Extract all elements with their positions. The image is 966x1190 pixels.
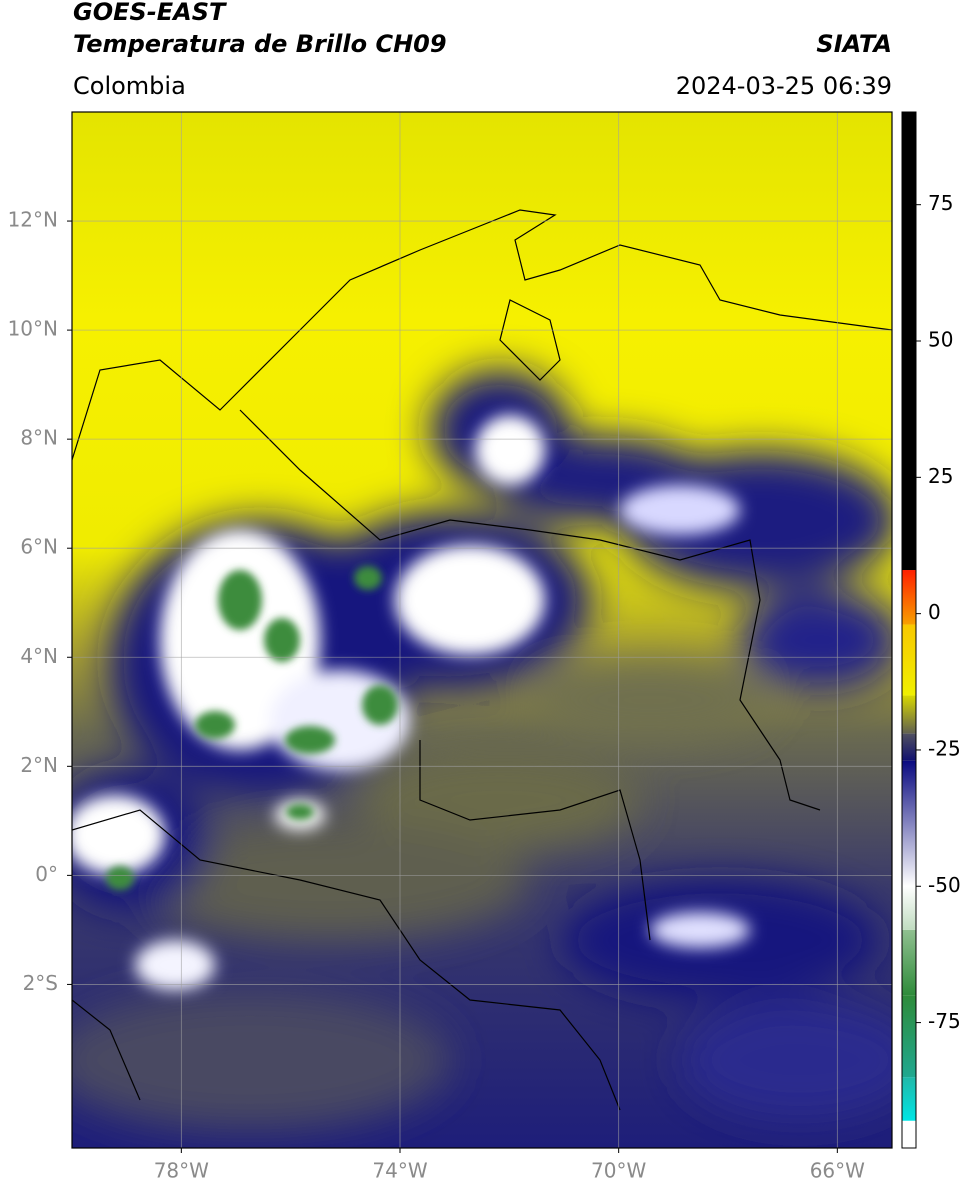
colorbar-tick-label: -75 [928,1009,961,1033]
datetime-label: 2024-03-25 06:39 [676,72,892,100]
source-label: SIATA [816,30,892,58]
y-tick-label: 8°N [20,426,58,450]
coldest-cores [106,566,398,890]
region-label: Colombia [73,72,186,100]
x-tick-label: 78°W [154,1159,209,1183]
colorbar-tick-label: -50 [928,873,961,897]
product-title: Temperatura de Brillo CH09 [73,30,447,58]
colorbar-frame [901,111,917,1149]
satellite-title: GOES-EAST [73,0,227,26]
y-tick-label: 12°N [8,208,58,232]
colorbar-segment [902,995,916,1078]
x-tick-label: 74°W [372,1159,427,1183]
x-tick-label: 70°W [591,1159,646,1183]
colorbar-segment [902,1077,916,1121]
colorbar-tick-label: 75 [928,191,953,215]
colorbar-segment [902,929,916,996]
y-tick-label: 0° [35,862,58,886]
colorbar-tick-label: -25 [928,736,961,760]
colorbar-tick-label: 0 [928,600,941,624]
colorbar-segment [902,624,916,696]
y-tick-label: 10°N [8,317,58,341]
map-frame [71,111,893,1149]
colorbar-segment [902,570,916,625]
colorbar-segment [902,760,916,887]
colorbar-segment [902,695,916,734]
y-tick-label: 6°N [20,535,58,559]
colorbar-segment [902,112,916,571]
colorbar-segment [902,733,916,761]
x-tick-label: 66°W [810,1159,865,1183]
colorbar-segment [902,886,916,930]
y-tick-label: 2°S [23,971,58,995]
satellite-image [72,112,892,1148]
y-tick-label: 4°N [20,644,58,668]
colorbar-tick-label: 50 [928,328,953,352]
colorbar-segment [902,1120,916,1148]
colorbar-tick-label: 25 [928,464,953,488]
cold-tops [72,415,750,990]
y-tick-label: 2°N [20,753,58,777]
